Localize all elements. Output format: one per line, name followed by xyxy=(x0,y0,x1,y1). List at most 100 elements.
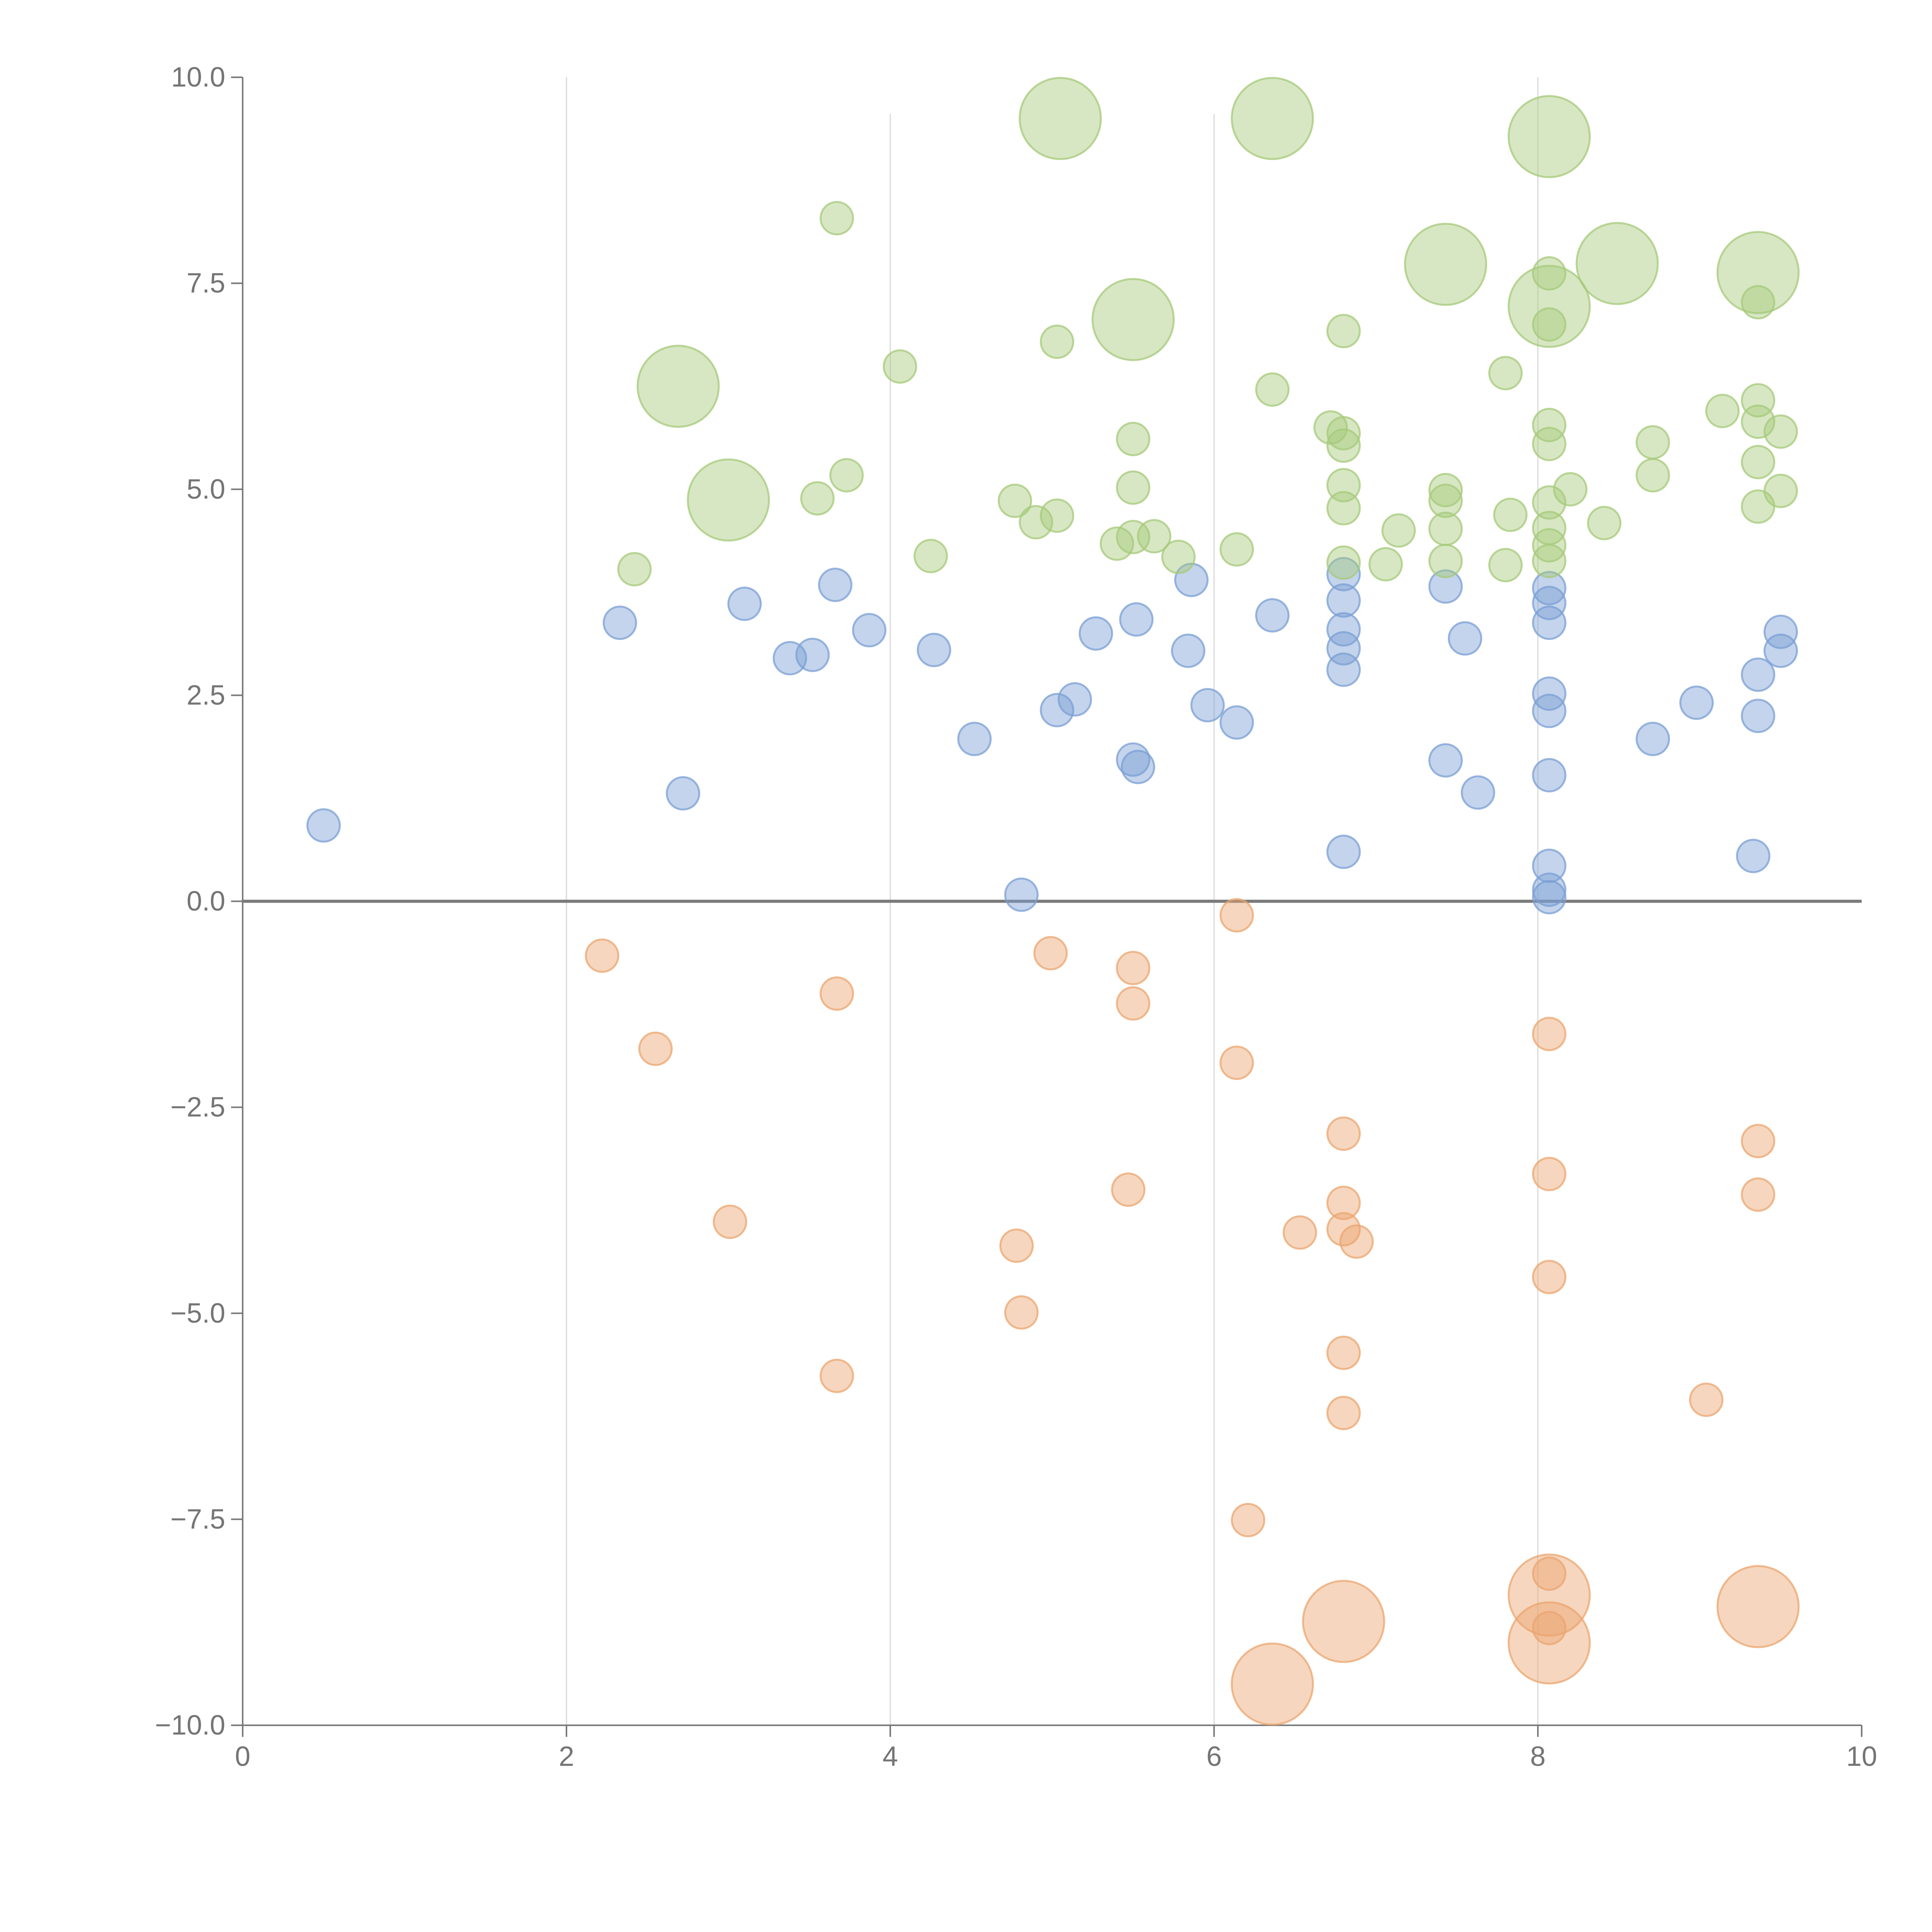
data-point xyxy=(713,1204,747,1239)
data-point xyxy=(1219,898,1254,933)
data-point xyxy=(1532,849,1566,883)
data-point xyxy=(1741,285,1776,320)
data-point xyxy=(1119,602,1154,637)
data-point xyxy=(1019,77,1102,160)
data-point xyxy=(306,808,341,843)
x-tick-label: 6 xyxy=(1206,1741,1222,1772)
data-point xyxy=(1764,474,1798,509)
data-point xyxy=(818,568,853,602)
data-point xyxy=(1716,231,1800,314)
data-point xyxy=(1326,468,1361,503)
data-point xyxy=(1219,705,1254,740)
data-point xyxy=(617,552,652,587)
data-point xyxy=(913,539,948,573)
y-tick-label: 5.0 xyxy=(187,474,225,505)
data-point xyxy=(585,938,619,973)
data-point xyxy=(1493,497,1528,532)
data-point xyxy=(1231,1642,1314,1726)
data-point xyxy=(820,976,854,1011)
data-point xyxy=(1635,458,1670,493)
data-point xyxy=(1532,694,1566,728)
data-point xyxy=(1381,513,1416,548)
data-point xyxy=(1532,408,1566,442)
data-point xyxy=(687,458,770,542)
data-point xyxy=(1111,1172,1146,1207)
data-point xyxy=(1741,657,1776,692)
data-point xyxy=(1553,472,1588,507)
data-point xyxy=(1532,510,1566,545)
data-point xyxy=(1326,314,1361,349)
data-point xyxy=(1326,545,1361,580)
y-tick-label: 7.5 xyxy=(187,268,225,299)
data-point xyxy=(1326,583,1361,618)
data-point xyxy=(1231,77,1314,160)
data-point xyxy=(1339,1224,1374,1259)
data-point xyxy=(1532,307,1566,342)
y-tick-label: 0.0 xyxy=(187,886,225,917)
data-point xyxy=(1532,758,1566,793)
data-point xyxy=(1019,505,1053,540)
data-point xyxy=(1058,682,1092,717)
data-point xyxy=(1532,605,1566,640)
data-point xyxy=(1461,775,1495,810)
data-point xyxy=(1507,95,1591,179)
x-tick-label: 10 xyxy=(1846,1741,1877,1772)
data-point xyxy=(638,1031,673,1066)
data-point xyxy=(1764,414,1798,449)
data-point xyxy=(1040,498,1075,533)
data-point xyxy=(1326,557,1361,592)
data-point xyxy=(883,349,917,384)
y-tick-label: 2.5 xyxy=(187,680,225,711)
data-point xyxy=(1507,265,1591,348)
data-point xyxy=(800,481,835,516)
x-tick-label: 2 xyxy=(559,1741,574,1772)
data-point xyxy=(1488,356,1523,391)
data-point xyxy=(727,587,762,621)
data-point xyxy=(1741,1124,1776,1158)
data-point xyxy=(1404,223,1487,306)
data-point xyxy=(1231,1503,1265,1537)
data-point xyxy=(1532,571,1566,605)
data-point xyxy=(636,345,720,428)
y-tick-label: −7.5 xyxy=(170,1504,225,1535)
data-point xyxy=(1368,547,1403,582)
y-tick-label: −5.0 xyxy=(170,1298,225,1329)
data-point xyxy=(1532,676,1566,711)
data-point xyxy=(1532,1556,1566,1591)
data-point xyxy=(829,458,864,493)
x-tick-label: 8 xyxy=(1530,1741,1546,1772)
data-point xyxy=(1428,569,1463,604)
data-point xyxy=(1326,1335,1361,1370)
data-point xyxy=(1689,1383,1724,1417)
data-point xyxy=(1741,445,1776,480)
data-point xyxy=(1741,699,1776,733)
data-point xyxy=(1736,838,1770,873)
data-point xyxy=(1635,721,1670,756)
data-point xyxy=(1587,506,1622,541)
data-point xyxy=(1161,539,1196,574)
data-point xyxy=(1716,1565,1800,1648)
x-tick-label: 0 xyxy=(235,1741,250,1772)
data-point xyxy=(1171,633,1206,668)
y-tick-label: 10.0 xyxy=(171,62,225,93)
data-point xyxy=(1532,880,1566,915)
data-point xyxy=(1532,1611,1566,1645)
data-point xyxy=(1679,685,1714,720)
data-point xyxy=(1705,394,1740,429)
data-point xyxy=(1326,416,1361,451)
data-point xyxy=(999,1228,1034,1263)
data-point xyxy=(1326,1212,1361,1247)
data-point xyxy=(1428,512,1463,546)
data-point xyxy=(1532,1156,1566,1191)
data-point xyxy=(1532,256,1566,291)
data-point xyxy=(917,633,951,667)
data-point xyxy=(1532,1260,1566,1294)
data-point xyxy=(1116,422,1150,456)
data-point xyxy=(1219,532,1254,567)
data-point xyxy=(1532,528,1566,563)
data-point xyxy=(1302,1580,1385,1663)
data-point xyxy=(1764,633,1798,668)
data-point xyxy=(602,605,637,640)
data-point xyxy=(1004,1295,1039,1330)
